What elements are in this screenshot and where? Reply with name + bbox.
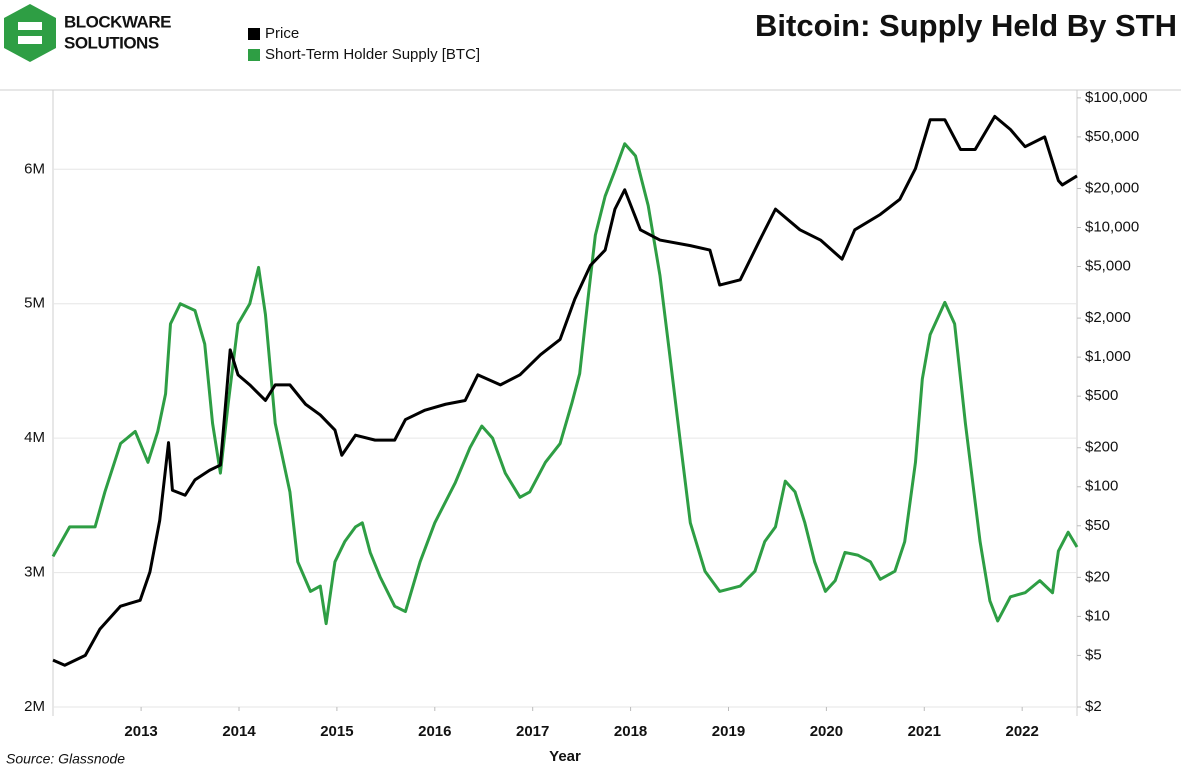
x-axis-title: Year [549,748,581,765]
y2-tick-label: $10 [1085,607,1110,624]
logo-mark-detail [18,22,42,44]
y-tick-label: 5M [24,295,45,312]
x-tick-label: 2016 [418,723,451,740]
y2-tick-label: $1,000 [1085,348,1131,365]
chart-title: Bitcoin: Supply Held By STH [755,8,1177,43]
y2-tick-label: $50,000 [1085,128,1139,145]
x-tick-label: 2014 [222,723,256,740]
logo-mark [4,4,56,62]
y2-tick-label: $20 [1085,568,1110,585]
y2-tick-label: $10,000 [1085,218,1139,235]
y-tick-label: 4M [24,429,45,446]
series-line [51,142,1079,626]
y2-tick-label: $50 [1085,517,1110,534]
logo: BLOCKWARE SOLUTIONS [4,4,172,62]
legend-label: Short-Term Holder Supply [BTC] [265,46,480,63]
series-line [52,114,1078,667]
y-tick-label: 3M [24,564,45,581]
y-tick-label: 2M [24,698,45,715]
y2-tick-label: $100 [1085,478,1118,495]
y2-tick-label: $5 [1085,646,1102,663]
x-tick-label: 2017 [516,723,549,740]
x-tick-label: 2013 [124,723,157,740]
legend-swatch [248,28,260,40]
source: Source: Glassnode [6,751,125,767]
y2-tick-label: $500 [1085,387,1118,404]
x-tick-label: 2019 [712,723,745,740]
y2-tick-label: $200 [1085,439,1118,456]
y-tick-label: 6M [24,160,45,177]
y2-tick-label: $2 [1085,698,1102,715]
x-tick-label: 2018 [614,723,647,740]
legend-label: Price [265,25,299,42]
x-tick-label: 2020 [810,723,843,740]
x-tick-label: 2015 [320,723,353,740]
x-tick-label: 2022 [1005,723,1038,740]
y2-tick-label: $20,000 [1085,179,1139,196]
y2-tick-label: $100,000 [1085,89,1148,106]
y2-tick-label: $5,000 [1085,257,1131,274]
logo-text: SOLUTIONS [64,33,159,52]
y2-tick-label: $2,000 [1085,309,1131,326]
legend-swatch [248,49,260,61]
legend: Price Short-Term Holder Supply [BTC] [248,25,480,63]
logo-text: BLOCKWARE [64,12,171,31]
x-tick-label: 2021 [908,723,941,740]
